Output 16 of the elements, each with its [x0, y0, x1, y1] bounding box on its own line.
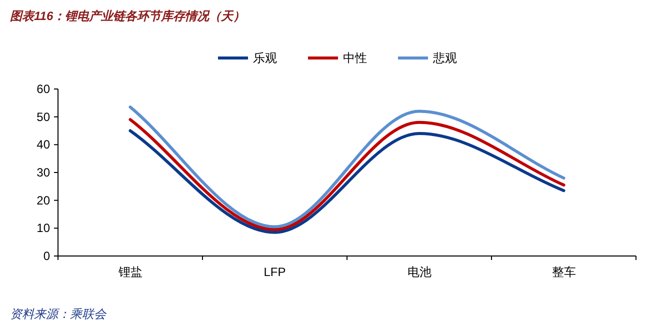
- x-tick-label: 整车: [552, 265, 576, 279]
- y-tick-label: 0: [43, 249, 50, 263]
- y-tick-label: 40: [36, 138, 50, 152]
- x-tick-label: LFP: [264, 265, 286, 279]
- x-tick-label: 电池: [407, 265, 432, 279]
- legend-label: 乐观: [253, 51, 277, 65]
- x-tick-label: 锂盐: [117, 265, 142, 279]
- legend-label: 悲观: [432, 51, 457, 65]
- chart-title: 图表116：锂电产业链各环节库存情况（天）: [10, 9, 246, 23]
- legend-label: 中性: [343, 51, 367, 65]
- y-tick-label: 20: [36, 193, 50, 208]
- y-tick-label: 10: [36, 221, 50, 236]
- text: 资料来源：乘联会: [10, 307, 107, 321]
- y-tick-label: 30: [36, 166, 50, 180]
- y-tick-label: 60: [36, 82, 50, 96]
- y-tick-label: 50: [36, 110, 50, 124]
